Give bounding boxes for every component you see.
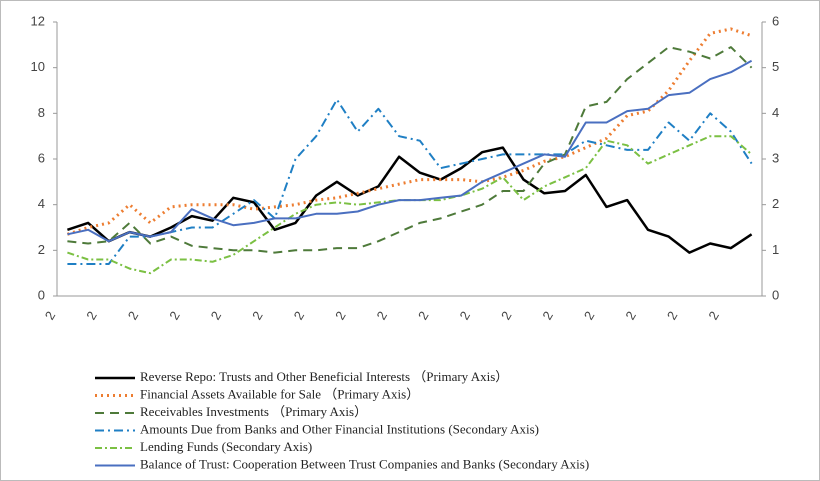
legend-label: Balance of Trust: Cooperation Between Tr… [140,456,589,471]
y-tick-label: 8 [38,105,45,120]
series-line [66,27,753,236]
y2-tick-label: 1 [772,242,779,257]
legend-label: Lending Funds (Secondary Axis) [140,439,312,454]
y2-tick-label: 6 [772,13,779,28]
y2-tick-label: 4 [772,105,779,120]
y2-tick-label: 2 [772,196,779,211]
y2-tick-label: 3 [772,150,779,165]
y-tick-label: 12 [31,13,45,28]
legend-label: Reverse Repo: Trusts and Other Beneficia… [140,369,508,384]
y-tick-label: 4 [38,196,45,211]
y-tick-label: 0 [38,287,45,302]
series-line [67,46,753,254]
y2-tick-label: 0 [772,287,779,302]
y-tick-label: 10 [31,59,45,74]
legend-label: Financial Assets Available for Sale （Pri… [140,386,419,401]
series-line [67,59,753,243]
legend-label: Receivables Investments （Primary Axis） [140,404,367,419]
y-tick-label: 6 [38,150,45,165]
series-line [67,98,753,265]
y-tick-label: 2 [38,242,45,257]
legend-label: Amounts Due from Banks and Other Financi… [140,421,539,436]
y2-tick-label: 5 [772,59,779,74]
